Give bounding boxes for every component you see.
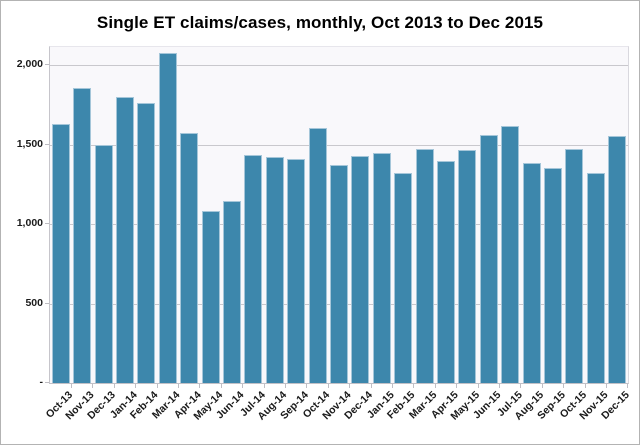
y-tick-label: 1,000 xyxy=(16,217,43,230)
bar xyxy=(287,159,306,383)
y-tick-mark xyxy=(45,223,49,225)
bar xyxy=(565,148,584,383)
bar-slot: Feb-14 xyxy=(128,47,161,421)
bar xyxy=(372,153,391,383)
bar-slot: Sep-14 xyxy=(278,47,311,422)
y-gridline xyxy=(50,144,628,146)
y-tick-label: 2,000 xyxy=(16,58,43,71)
bar xyxy=(244,155,263,383)
bar xyxy=(137,103,156,383)
bar xyxy=(394,172,413,383)
y-tick-mark xyxy=(45,302,49,304)
bar xyxy=(51,124,70,383)
bar-slot: Oct-15 xyxy=(557,47,589,421)
bar xyxy=(479,135,498,383)
bar-slot: Nov-14 xyxy=(320,47,353,422)
bar-slot: Dec-14 xyxy=(342,47,375,422)
bar xyxy=(265,156,284,383)
bar-slot: Jul-14 xyxy=(238,47,268,419)
bar-slot: Aug-15 xyxy=(512,47,546,423)
y-tick-mark xyxy=(45,382,49,383)
bar-slot: Dec-15 xyxy=(599,47,632,422)
chart-title: Single ET claims/cases, monthly, Oct 201… xyxy=(96,13,544,32)
bar xyxy=(608,135,627,383)
bar-slot: Jun-14 xyxy=(214,47,246,421)
bar xyxy=(329,165,348,383)
bar-slot: Dec-13 xyxy=(85,47,118,422)
bars-container: Oct-13 Nov-13 Dec-13 Jan-14 Feb-14 Mar-14 Apr-… xyxy=(44,47,632,423)
y-axis: - 500 1,000 1,500 2,000 xyxy=(1,46,49,388)
bar xyxy=(351,155,370,383)
bar xyxy=(201,211,220,383)
y-tick-label: 1,500 xyxy=(16,137,43,150)
plot-area: Oct-13 Nov-13 Dec-13 Jan-14 Feb-14 Mar-14 Apr-… xyxy=(44,46,632,423)
bar-slot: Aug-14 xyxy=(256,47,289,423)
y-gridline xyxy=(50,65,628,67)
y-tick-mark xyxy=(45,64,49,66)
bar xyxy=(586,173,605,383)
bar-slot: Oct-13 xyxy=(44,47,75,421)
bar xyxy=(522,163,541,383)
bar-slot: Jun-15 xyxy=(471,47,503,421)
bar-slot: Sep-15 xyxy=(535,47,568,422)
bar-slot: Apr-15 xyxy=(428,47,461,421)
bar-slot: Apr-14 xyxy=(172,47,204,421)
y-tick-label: 500 xyxy=(25,296,43,309)
bar-slot: Jul-15 xyxy=(495,47,525,419)
bar xyxy=(73,87,92,383)
bar-slot: Feb-15 xyxy=(385,47,418,421)
y-tick-mark xyxy=(45,143,49,145)
bar-slot: Jan-14 xyxy=(107,47,139,421)
bar xyxy=(222,201,241,383)
bar xyxy=(94,144,113,383)
bar-slot: Mar-14 xyxy=(150,47,182,421)
bar xyxy=(501,126,520,383)
bar-slot: Nov-15 xyxy=(577,47,610,422)
bar-slot: Nov-13 xyxy=(63,47,97,422)
y-tick-label: - xyxy=(39,376,44,388)
bar xyxy=(158,52,177,383)
bar xyxy=(115,97,134,383)
bar xyxy=(458,150,477,383)
bar-slot: Jan-15 xyxy=(364,47,396,421)
bar-slot: Oct-14 xyxy=(300,47,332,421)
bar xyxy=(180,132,199,383)
bar xyxy=(415,149,434,383)
bar xyxy=(308,128,327,383)
bar-slot: Mar-15 xyxy=(407,47,439,421)
bar xyxy=(437,160,456,383)
bar xyxy=(544,167,563,383)
bar-slot: May-15 xyxy=(448,47,482,423)
bar-slot: May-14 xyxy=(191,47,225,423)
